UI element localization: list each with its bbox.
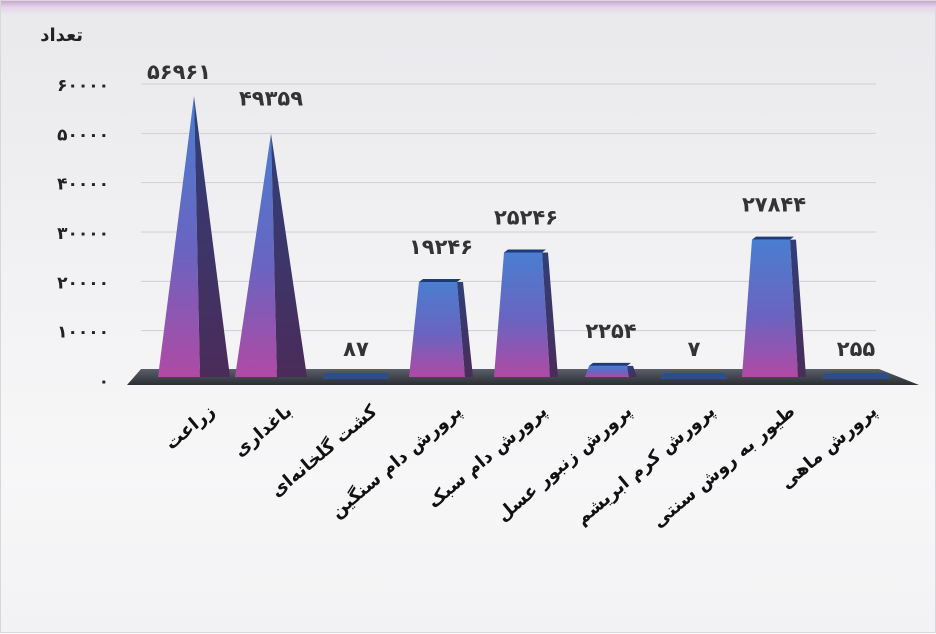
- bar: [409, 279, 473, 377]
- bar-front-face: [409, 282, 465, 377]
- y-tick-label: ۴۰۰۰۰: [57, 175, 109, 195]
- y-axis-title: تعداد: [40, 25, 83, 46]
- bar: [494, 249, 558, 377]
- data-label: ۲۵۲۴۶: [494, 205, 558, 229]
- data-label: ۴۹۳۵۹: [239, 86, 303, 110]
- bar-front-face: [494, 252, 550, 377]
- x-tick-label: زراعت: [161, 401, 219, 455]
- y-tick-label: ۲۰۰۰۰: [57, 273, 109, 293]
- x-tick-label: طیور به روش سنتی: [648, 401, 799, 532]
- bar-top-face: [504, 249, 546, 253]
- data-label: ۵۶۹۶۱: [147, 60, 211, 84]
- bar-side-face: [542, 252, 558, 377]
- y-tick-label: ۵۰۰۰۰: [57, 125, 109, 145]
- bar-front-face: [158, 95, 200, 377]
- bar-side-face: [627, 365, 637, 377]
- bar-side-face: [457, 282, 473, 377]
- bar-flat-top: [822, 373, 890, 379]
- bar-side-face: [194, 95, 230, 377]
- y-tick-label: ۰: [99, 372, 109, 392]
- bar-side-face: [271, 133, 307, 377]
- y-tick-label: ۳۰۰۰۰: [57, 224, 109, 244]
- data-label: ۲۲۵۴: [585, 319, 636, 343]
- bar: [158, 95, 230, 377]
- bar-top-face: [589, 362, 631, 366]
- bar: [585, 362, 637, 377]
- bar-front-face: [235, 133, 277, 377]
- bar-front-face: [742, 239, 798, 377]
- bar-front-face: [585, 365, 629, 377]
- top-shade: [1, 1, 936, 15]
- y-axis: ۰ ۱۰۰۰۰ ۲۰۰۰۰ ۳۰۰۰۰ ۴۰۰۰۰ ۵۰۰۰۰ ۶۰۰۰۰: [57, 76, 109, 392]
- x-tick-label: باغداری: [230, 401, 297, 462]
- bar-flat-top: [322, 373, 390, 379]
- y-tick-label: ۱۰۰۰۰: [57, 323, 109, 343]
- bar-side-face: [790, 239, 806, 377]
- data-label: ۷: [688, 337, 701, 361]
- data-labels: ۵۶۹۶۱ ۴۹۳۵۹ ۸۷ ۱۹۲۴۶ ۲۵۲۴۶ ۲۲۵۴ ۷ ۲۷۸۴۴ ۲۵۵: [147, 60, 876, 361]
- data-label: ۸۷: [343, 337, 369, 361]
- bar: [660, 373, 728, 379]
- bar-top-face: [419, 279, 461, 283]
- data-label: ۲۵۵: [837, 337, 876, 361]
- bar-top-face: [752, 236, 794, 240]
- data-label: ۱۹۲۴۶: [409, 235, 473, 259]
- bars: [158, 95, 890, 379]
- x-tick-label: پرورش کرم ابریشم: [572, 401, 720, 530]
- bar-flat-top: [660, 373, 728, 379]
- y-tick-label: ۶۰۰۰۰: [57, 76, 109, 96]
- bar: [322, 373, 390, 379]
- bar: [235, 133, 307, 377]
- bar: [742, 236, 806, 377]
- bar: [822, 373, 890, 379]
- data-label: ۲۷۸۴۴: [742, 193, 806, 217]
